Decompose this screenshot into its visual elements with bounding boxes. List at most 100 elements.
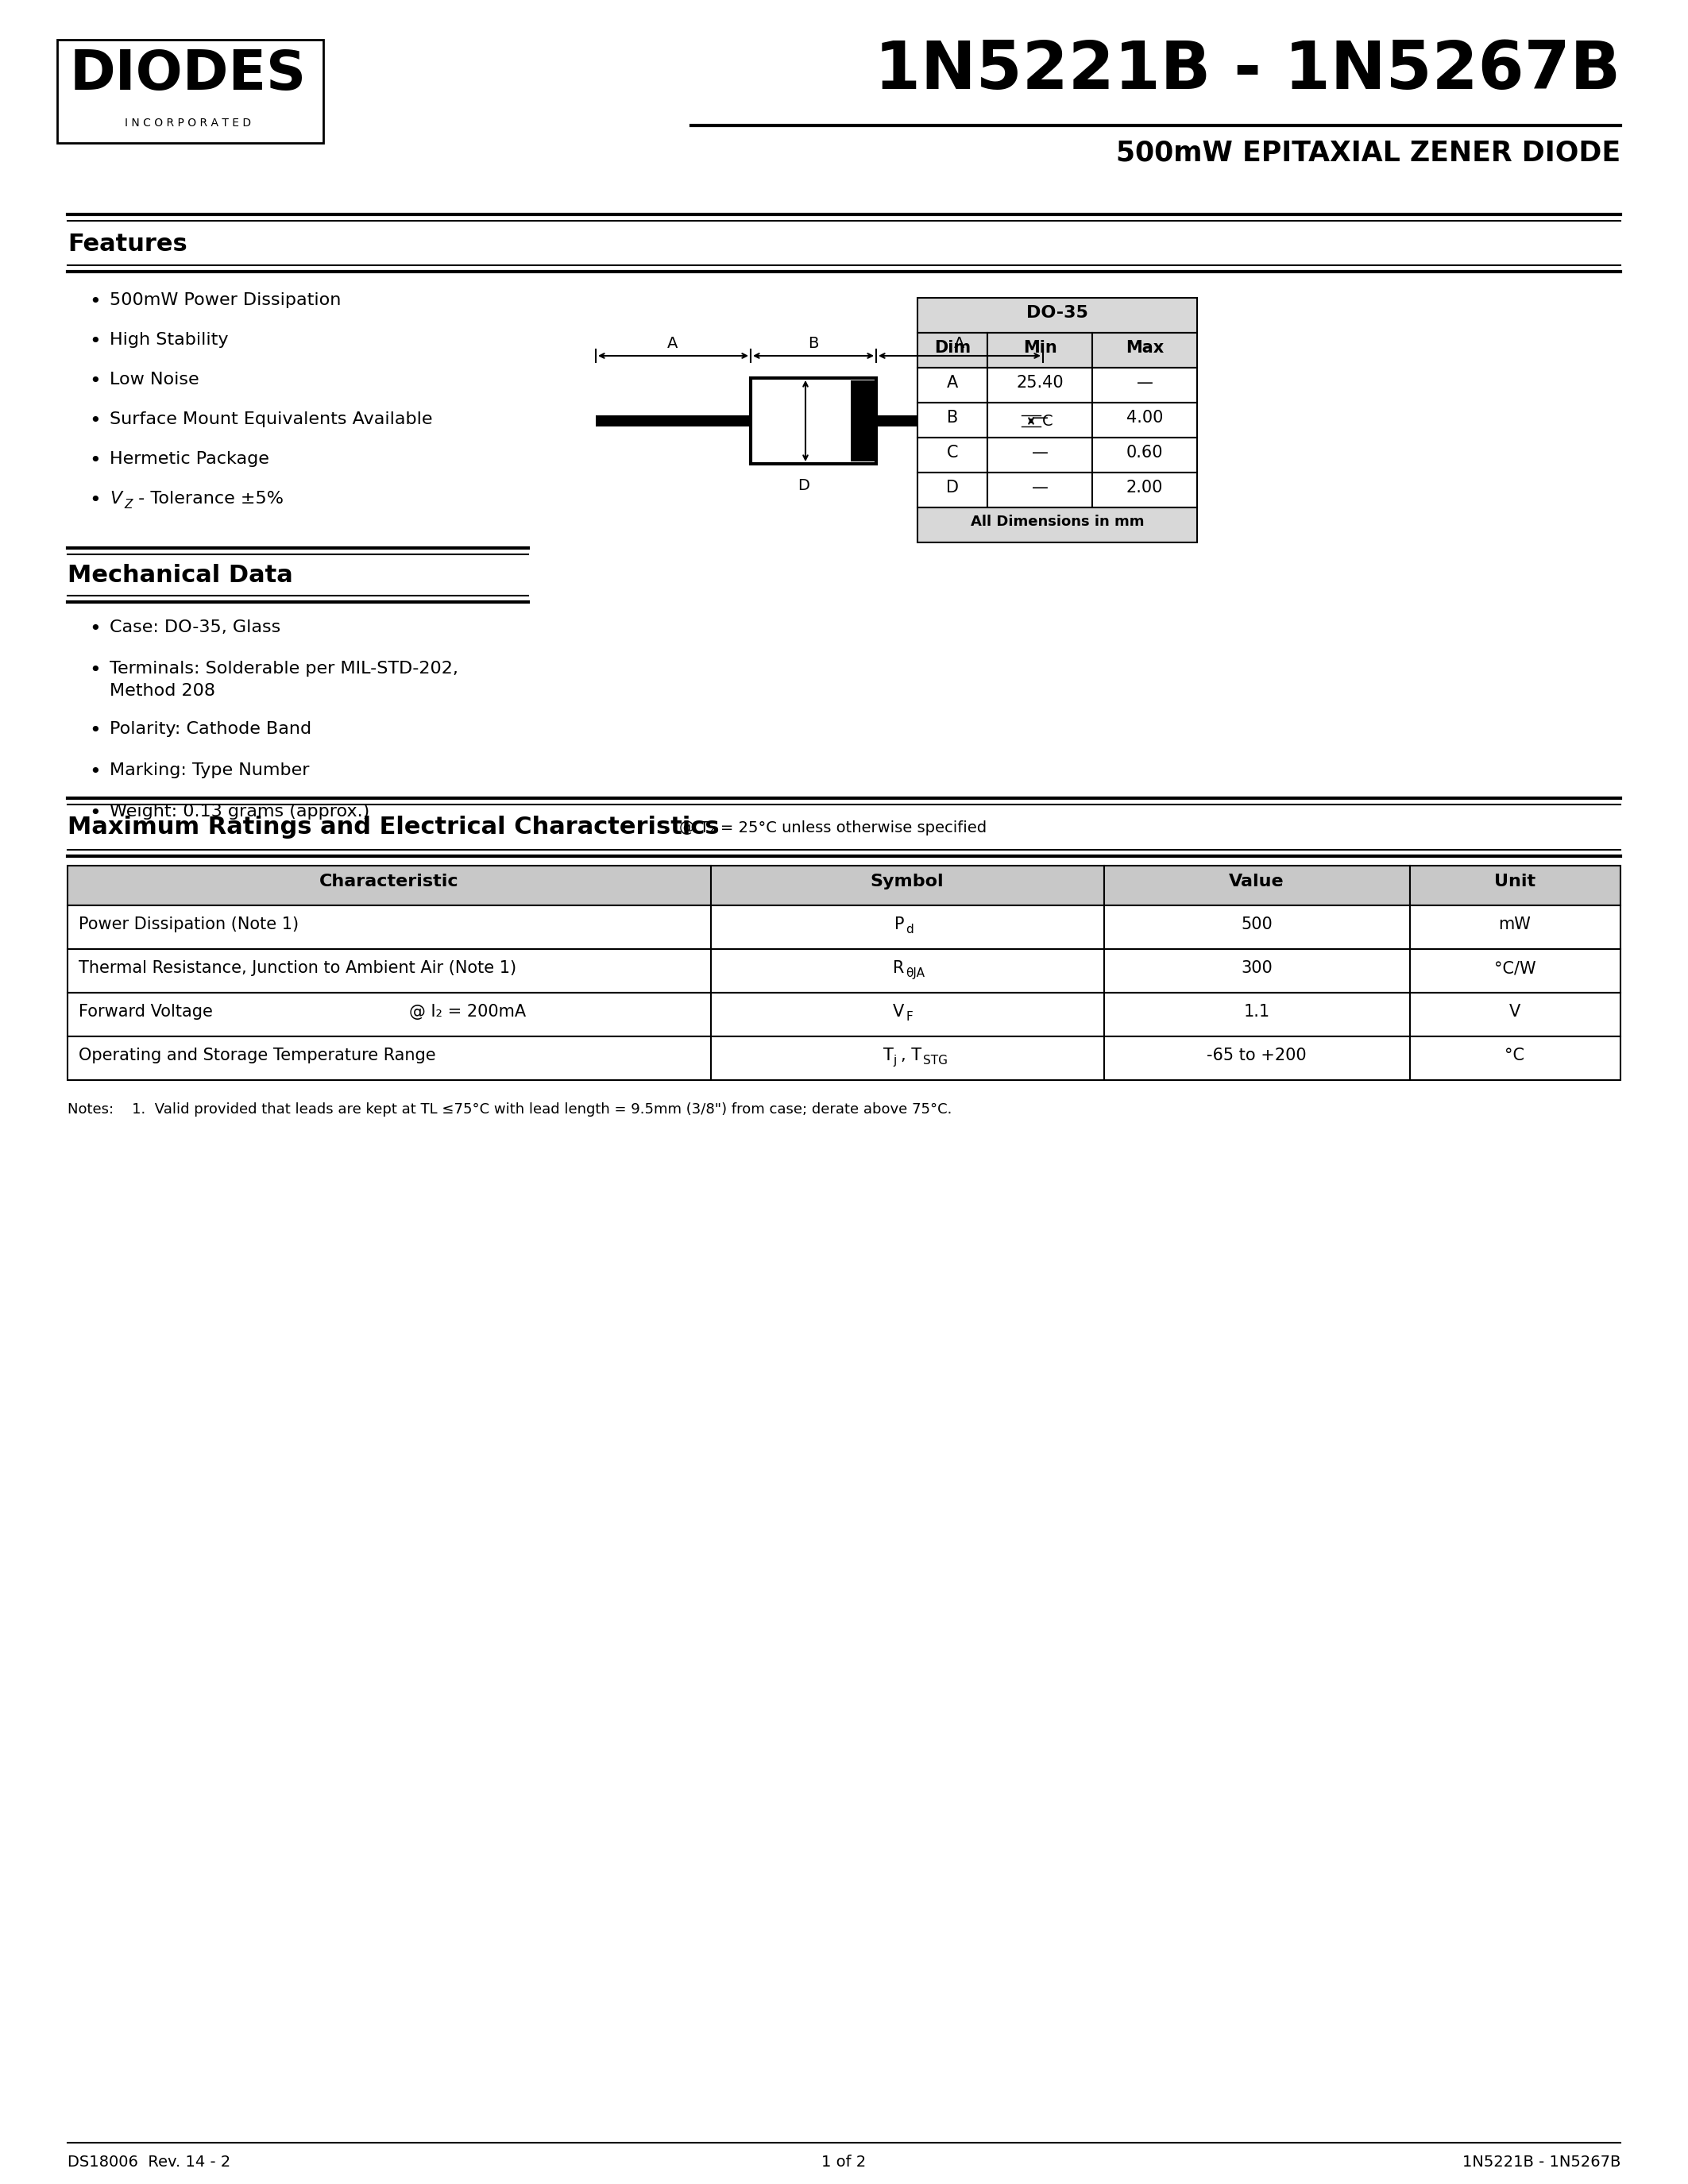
Text: 1 of 2: 1 of 2 (822, 2156, 866, 2169)
Text: V: V (1509, 1005, 1521, 1020)
Bar (711, 906, 1104, 950)
Text: Z: Z (123, 498, 132, 511)
Text: B: B (947, 411, 959, 426)
Text: •: • (89, 491, 101, 509)
Bar (1092, 367, 1197, 402)
Text: mW: mW (1499, 917, 1531, 933)
Bar (711, 950, 1104, 994)
Text: F: F (905, 1011, 913, 1022)
Text: •: • (89, 452, 101, 470)
Bar (987, 332, 1092, 367)
Text: D: D (798, 478, 810, 494)
Text: j: j (893, 1055, 896, 1066)
Bar (918, 332, 987, 367)
Text: —: — (1136, 376, 1153, 391)
Text: 2.00: 2.00 (1126, 480, 1163, 496)
Text: High Stability: High Stability (110, 332, 228, 347)
Text: D: D (945, 480, 959, 496)
Text: Min: Min (1023, 341, 1057, 356)
Bar (68, 865, 711, 906)
Bar (711, 1037, 1104, 1081)
Bar (918, 507, 1197, 542)
Text: •: • (89, 371, 101, 391)
Bar (1104, 950, 1409, 994)
Text: Surface Mount Equivalents Available: Surface Mount Equivalents Available (110, 411, 432, 428)
Bar (1104, 906, 1409, 950)
Bar (1104, 994, 1409, 1037)
Text: A: A (947, 376, 959, 391)
Text: Mechanical Data: Mechanical Data (68, 563, 294, 587)
Text: θJA: θJA (905, 968, 925, 978)
Text: V: V (893, 1005, 905, 1020)
Text: Marking: Type Number: Marking: Type Number (110, 762, 309, 778)
Bar (1104, 865, 1409, 906)
Text: STG: STG (923, 1055, 947, 1066)
Bar (68, 994, 711, 1037)
Text: Case: DO-35, Glass: Case: DO-35, Glass (110, 620, 280, 636)
Text: Terminals: Solderable per MIL-STD-202,
Method 208: Terminals: Solderable per MIL-STD-202, M… (110, 662, 457, 699)
Bar (987, 367, 1092, 402)
Text: C: C (1041, 413, 1053, 428)
Text: , T: , T (901, 1048, 922, 1064)
Text: T: T (883, 1048, 893, 1064)
Text: •: • (89, 332, 101, 352)
Text: - Tolerance ±5%: - Tolerance ±5% (133, 491, 284, 507)
Text: —: — (1031, 446, 1048, 461)
Bar (68, 906, 711, 950)
Text: Dim: Dim (933, 341, 971, 356)
Text: 300: 300 (1241, 961, 1273, 976)
Text: 500: 500 (1241, 917, 1273, 933)
Bar (1092, 437, 1197, 472)
Text: Weight: 0.13 grams (approx.): Weight: 0.13 grams (approx.) (110, 804, 370, 819)
Text: A: A (667, 336, 679, 352)
Bar (1092, 402, 1197, 437)
Text: •: • (89, 662, 101, 679)
Bar (1104, 1037, 1409, 1081)
Bar (918, 472, 987, 507)
Bar (987, 472, 1092, 507)
Text: Notes:    1.  Valid provided that leads are kept at TL ≤75°C with lead length = : Notes: 1. Valid provided that leads are … (68, 1103, 952, 1116)
Text: Value: Value (1229, 874, 1285, 889)
Text: Thermal Resistance, Junction to Ambient Air (Note 1): Thermal Resistance, Junction to Ambient … (79, 961, 517, 976)
Bar (711, 865, 1104, 906)
Bar (57, 39, 324, 142)
Text: -65 to +200: -65 to +200 (1207, 1048, 1307, 1064)
Text: •: • (89, 411, 101, 430)
Text: Characteristic: Characteristic (319, 874, 459, 889)
Text: •: • (89, 721, 101, 740)
Bar (1092, 332, 1197, 367)
Text: 1N5221B - 1N5267B: 1N5221B - 1N5267B (1462, 2156, 1620, 2169)
Text: Low Noise: Low Noise (110, 371, 199, 387)
Text: Operating and Storage Temperature Range: Operating and Storage Temperature Range (79, 1048, 436, 1064)
Text: Hermetic Package: Hermetic Package (110, 452, 268, 467)
Text: Features: Features (68, 234, 187, 256)
Text: —: — (1031, 480, 1048, 496)
Text: •: • (89, 804, 101, 823)
Text: d: d (905, 924, 913, 935)
Text: —: — (1031, 411, 1048, 426)
Text: 4.00: 4.00 (1126, 411, 1163, 426)
Bar (1409, 865, 1620, 906)
Text: •: • (89, 762, 101, 782)
Text: A: A (954, 336, 966, 352)
Text: °C/W: °C/W (1494, 961, 1536, 976)
Bar (918, 402, 987, 437)
Text: @ I₂ = 200mA: @ I₂ = 200mA (408, 1005, 527, 1020)
Text: Polarity: Cathode Band: Polarity: Cathode Band (110, 721, 312, 736)
Text: •: • (89, 293, 101, 312)
Text: R: R (893, 961, 905, 976)
Text: 0.60: 0.60 (1126, 446, 1163, 461)
Bar (751, 378, 876, 463)
Text: •: • (89, 620, 101, 638)
Text: DO-35: DO-35 (1026, 306, 1089, 321)
Bar (918, 437, 987, 472)
Text: Power Dissipation (Note 1): Power Dissipation (Note 1) (79, 917, 299, 933)
Text: All Dimensions in mm: All Dimensions in mm (971, 515, 1144, 529)
Text: 1.1: 1.1 (1244, 1005, 1269, 1020)
Bar (711, 994, 1104, 1037)
Bar (851, 380, 876, 461)
Bar (68, 950, 711, 994)
Text: 25.40: 25.40 (1016, 376, 1063, 391)
Bar (1409, 994, 1620, 1037)
Text: P: P (895, 917, 905, 933)
